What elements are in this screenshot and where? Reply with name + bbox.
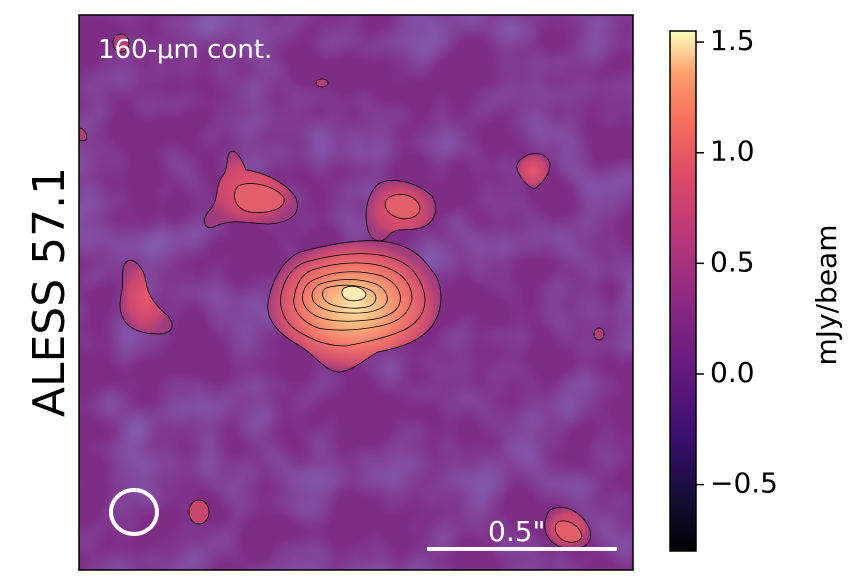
heatmap-panel: 0.5" 160-μm cont. — [79, 15, 633, 570]
panel-frame — [78, 14, 634, 571]
blob-upper-right — [516, 153, 551, 189]
secondary-blobs — [79, 33, 605, 550]
object-label: ALESS 57.1 — [24, 167, 75, 417]
blob-bottom-right-inner — [554, 520, 583, 543]
source-contour-1 — [267, 240, 442, 373]
source-contour-4 — [302, 271, 401, 322]
scale-bar-label: 0.5" — [488, 515, 545, 548]
blob-tiny-corner — [112, 33, 130, 53]
colorbar-tick-label: 0.5 — [710, 245, 755, 278]
source-contour-7 — [341, 286, 367, 302]
colorbar-tick-label: −0.5 — [710, 467, 778, 500]
source-contour-5 — [311, 279, 388, 314]
colorbar-gradient — [669, 30, 697, 552]
blob-upper-left-inner — [234, 183, 285, 213]
colorbar-tick-label: 1.5 — [710, 24, 755, 57]
blob-left — [119, 260, 173, 335]
beam-ellipse — [109, 488, 159, 536]
colorbar-label: mJy/beam — [810, 225, 843, 366]
colorbar-tick-label: 1.0 — [710, 135, 755, 168]
blob-tiny-top — [315, 78, 329, 88]
colorbar-ticks: 1.5 1.0 0.5 0.0 −0.5 — [696, 24, 778, 500]
colorbar-tick-label: 0.0 — [710, 356, 755, 389]
main-source — [267, 240, 442, 373]
blob-tiny-right — [593, 327, 605, 341]
panel-label: 160-μm cont. — [98, 35, 272, 65]
blob-edge-left — [79, 127, 87, 142]
source-contour-2 — [280, 253, 426, 347]
source-contour-3 — [293, 262, 413, 331]
colorbar: 1.5 1.0 0.5 0.0 −0.5 mJy/beam — [669, 24, 843, 552]
blob-neck-inner — [384, 194, 421, 220]
blob-bottom-left — [188, 499, 210, 525]
source-contour-6 — [322, 284, 377, 309]
